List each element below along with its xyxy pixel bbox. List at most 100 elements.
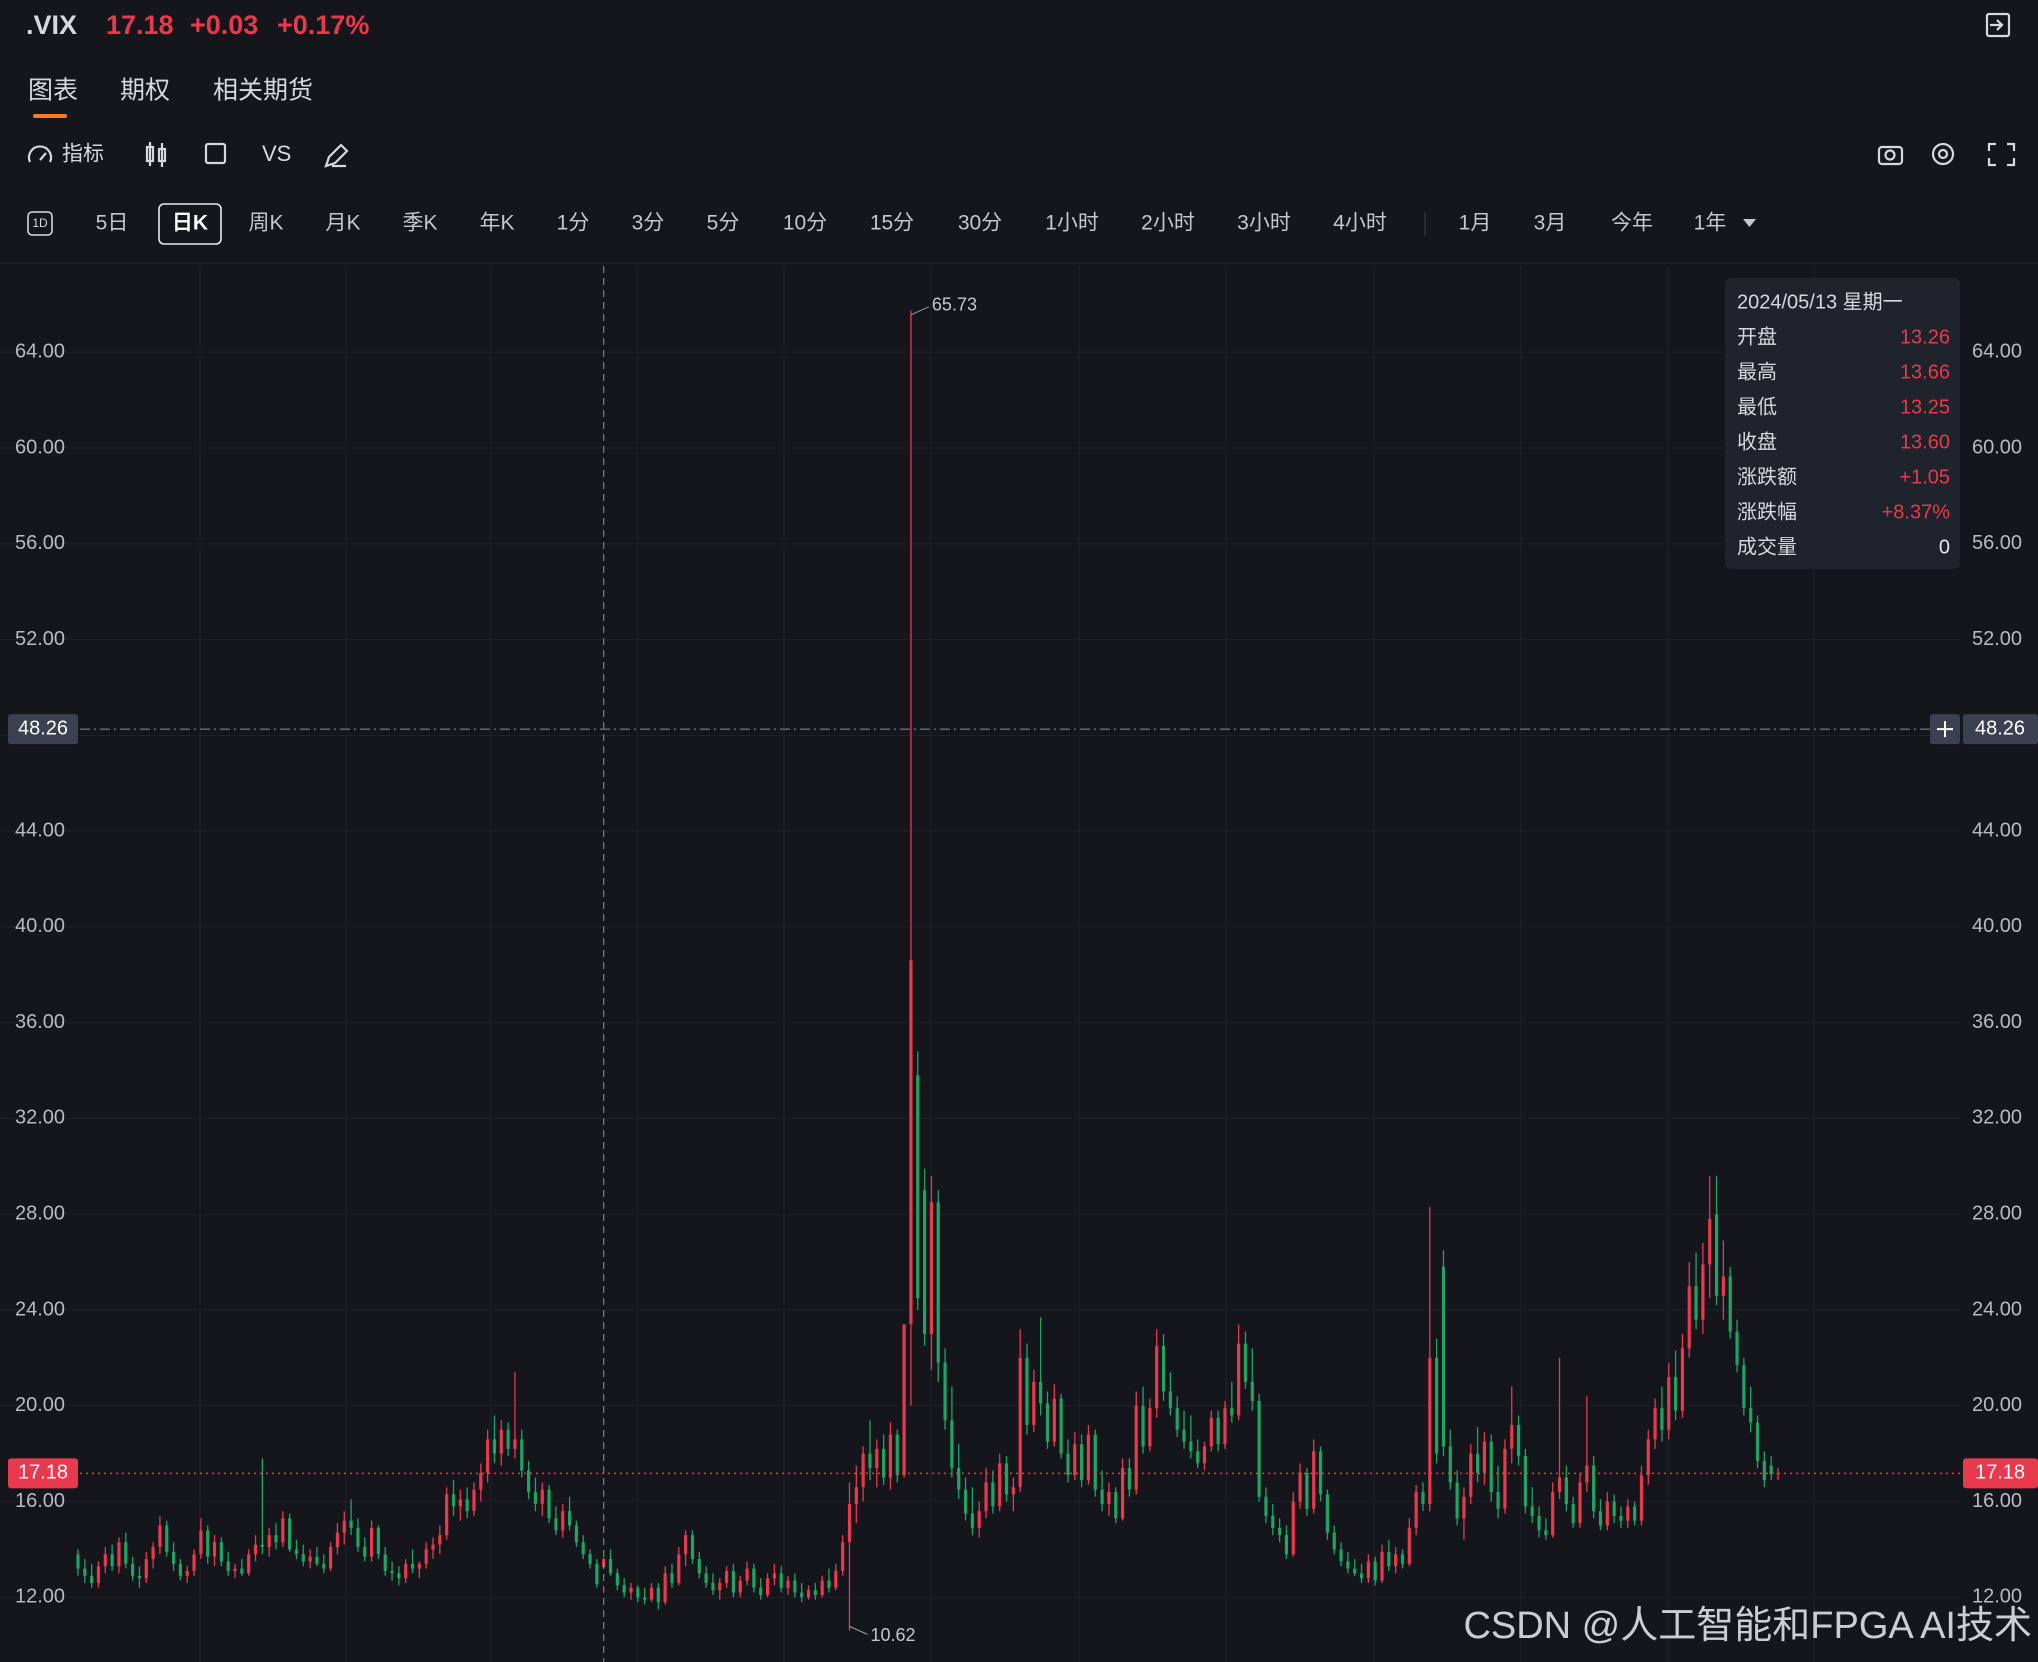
candle-body <box>342 1520 346 1533</box>
candle-body <box>1612 1501 1616 1516</box>
candle-body <box>465 1499 469 1512</box>
period-button[interactable]: 日K <box>172 212 208 235</box>
candle-body <box>772 1573 776 1579</box>
candle-body <box>1489 1441 1493 1492</box>
period-button[interactable]: 周K <box>248 212 283 235</box>
period-button[interactable]: 月K <box>325 212 360 235</box>
candle-body <box>1544 1530 1548 1536</box>
period-button[interactable]: 10分 <box>783 212 827 235</box>
candle-body <box>178 1563 183 1576</box>
candle-body <box>752 1568 756 1588</box>
period-button[interactable]: 5分 <box>707 212 740 235</box>
candle-body <box>1114 1491 1118 1519</box>
candle-body <box>479 1472 483 1490</box>
settings-icon[interactable] <box>1931 142 1955 166</box>
candle-body <box>704 1573 708 1583</box>
candle-body <box>1407 1527 1411 1564</box>
tab[interactable]: 相关期货 <box>213 77 313 105</box>
tooltip-label: 涨跌幅 <box>1737 500 1797 523</box>
indicator-icon[interactable] <box>27 145 53 163</box>
candle-body <box>165 1525 169 1552</box>
candle-body <box>424 1549 428 1564</box>
compare-button[interactable]: VS <box>262 141 291 166</box>
y2-tick-label: 64.00 <box>1972 340 2022 362</box>
draw-icon[interactable] <box>324 143 349 168</box>
candle-body <box>1400 1554 1405 1564</box>
candle-body <box>335 1532 340 1548</box>
tab[interactable]: 期权 <box>120 77 170 105</box>
tab[interactable]: 图表 <box>28 77 78 105</box>
indicator-button[interactable]: 指标 <box>62 143 104 166</box>
range-button[interactable]: 今年 <box>1611 212 1653 235</box>
dropdown-caret[interactable] <box>1743 219 1756 227</box>
candle-body <box>1325 1494 1329 1533</box>
candle-body <box>1264 1496 1268 1516</box>
tooltip-label: 涨跌额 <box>1737 465 1797 488</box>
period-button[interactable]: 3分 <box>632 212 665 235</box>
fullscreen-icon[interactable] <box>1987 142 2016 167</box>
candle-body <box>117 1542 121 1567</box>
period-button[interactable]: 2小时 <box>1141 212 1195 235</box>
candle-body <box>902 1324 906 1476</box>
candle-body <box>1339 1549 1343 1562</box>
tooltip-value: 13.25 <box>1900 396 1950 418</box>
candle-body <box>1230 1408 1234 1416</box>
candle-body <box>1482 1441 1487 1473</box>
candle-body <box>998 1463 1002 1507</box>
period-button[interactable]: 1分 <box>557 212 590 235</box>
period-button[interactable]: 3小时 <box>1237 212 1291 235</box>
candle-body <box>397 1573 401 1579</box>
candle-body <box>922 1190 927 1334</box>
range-button[interactable]: 3月 <box>1534 212 1567 235</box>
candle-body <box>1366 1561 1370 1579</box>
candle-body <box>786 1580 790 1588</box>
tooltip-label: 成交量 <box>1737 535 1797 558</box>
candle-body <box>574 1525 578 1543</box>
exit-icon[interactable] <box>1985 12 2011 38</box>
y-tick-label: 60.00 <box>15 436 65 458</box>
candle-body <box>813 1590 817 1595</box>
max-leader <box>910 306 930 316</box>
period-button[interactable]: 15分 <box>870 212 914 235</box>
candle-body <box>895 1434 899 1476</box>
candle-body <box>854 1487 858 1504</box>
tooltip-value: 13.66 <box>1900 361 1950 383</box>
candle-body <box>1318 1451 1323 1495</box>
candle-icon[interactable] <box>145 142 167 167</box>
period-icon[interactable]: 1D <box>32 216 48 230</box>
crosshair-label: 48.26 <box>18 717 68 739</box>
candle-body <box>677 1554 681 1583</box>
candle-body <box>1653 1408 1657 1440</box>
candle-body <box>1680 1348 1685 1411</box>
candle-body <box>513 1439 517 1449</box>
candle-body <box>1032 1381 1036 1425</box>
candle-body <box>1237 1343 1241 1416</box>
candle-body <box>888 1434 893 1478</box>
candle-body <box>1107 1491 1111 1504</box>
candle-body <box>1175 1408 1179 1430</box>
period-button[interactable]: 年K <box>479 212 514 235</box>
period-button[interactable]: 5日 <box>96 212 129 235</box>
period-button[interactable]: 季K <box>402 212 437 235</box>
range-button[interactable]: 1月 <box>1459 212 1492 235</box>
period-icon-box[interactable] <box>27 211 53 236</box>
y-tick-label: 44.00 <box>15 819 65 841</box>
change-pct: +0.17% <box>277 10 369 40</box>
period-button[interactable]: 4小时 <box>1333 212 1387 235</box>
candle-body <box>301 1554 305 1562</box>
candle-body <box>1271 1515 1275 1528</box>
candle-body <box>486 1439 490 1473</box>
candle-body <box>1633 1506 1637 1521</box>
last-price-box <box>1963 1458 2038 1489</box>
candle-body <box>1496 1491 1500 1509</box>
period-button[interactable]: 1小时 <box>1045 212 1099 235</box>
period-button[interactable]: 30分 <box>958 212 1002 235</box>
tooltip-label: 开盘 <box>1737 325 1777 348</box>
shape-icon[interactable] <box>204 142 227 165</box>
candle-body <box>1298 1472 1302 1502</box>
candle-body <box>1223 1408 1227 1445</box>
camera-icon[interactable] <box>1877 145 1904 166</box>
range-button[interactable]: 1年 <box>1694 212 1727 235</box>
